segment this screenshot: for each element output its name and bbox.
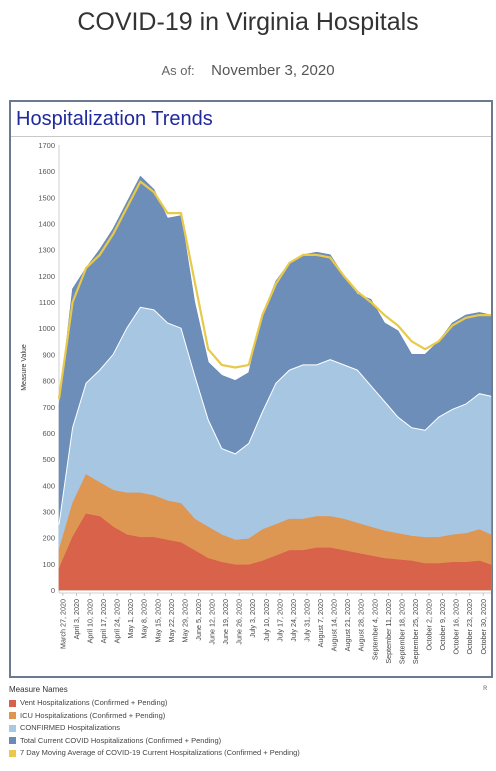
panel-divider [11, 136, 491, 137]
x-tick-label: June 5, 2020 [194, 599, 203, 641]
y-tick-label: 100 [42, 560, 55, 569]
x-tick-label: October 30, 2020 [479, 599, 488, 655]
y-tick-label: 1400 [38, 220, 55, 229]
as-of-row: As of: November 3, 2020 [0, 62, 496, 80]
legend-item[interactable]: Total Current COVID Hospitalizations (Co… [9, 735, 221, 746]
legend-swatch [9, 712, 16, 720]
y-tick-label: 700 [42, 403, 55, 412]
legend-label: Vent Hospitalizations (Confirmed + Pendi… [20, 698, 168, 707]
legend-swatch [9, 699, 16, 707]
y-tick-label: 1700 [38, 141, 55, 150]
x-tick-label: August 7, 2020 [316, 599, 325, 647]
x-tick-label: September 18, 2020 [397, 599, 406, 664]
x-tick-label: October 2, 2020 [425, 599, 434, 651]
x-tick-label: October 16, 2020 [452, 599, 461, 655]
series-outline [58, 306, 492, 525]
y-tick-label: 400 [42, 481, 55, 490]
x-tick-label: July 3, 2020 [248, 599, 257, 638]
x-tick-label: April 10, 2020 [85, 599, 94, 643]
x-tick-label: July 10, 2020 [262, 599, 271, 642]
y-tick-label: 900 [42, 350, 55, 359]
x-tick-label: March 27, 2020 [58, 599, 67, 649]
y-tick-label: 1500 [38, 193, 55, 202]
x-tick-label: October 9, 2020 [438, 599, 447, 651]
x-tick-label: April 3, 2020 [72, 599, 81, 639]
x-tick-label: June 19, 2020 [221, 599, 230, 645]
y-tick-label: 200 [42, 534, 55, 543]
y-tick-label: 600 [42, 429, 55, 438]
legend-swatch [9, 749, 16, 757]
x-tick-label: April 17, 2020 [99, 599, 108, 643]
x-tick-label: June 26, 2020 [235, 599, 244, 645]
y-tick-label: 1000 [38, 324, 55, 333]
y-tick-label: 500 [42, 455, 55, 464]
y-tick-label: 800 [42, 377, 55, 386]
x-tick-label: July 31, 2020 [302, 599, 311, 642]
y-tick-label: 300 [42, 507, 55, 516]
x-tick-label: May 29, 2020 [180, 599, 189, 643]
y-tick-label: 1100 [39, 298, 55, 307]
y-tick-label: 1300 [38, 246, 55, 255]
x-tick-label: May 8, 2020 [140, 599, 149, 639]
legend-item[interactable]: CONFIRMED Hospitalizations [9, 722, 120, 733]
x-tick-label: June 12, 2020 [208, 599, 217, 645]
legend-item[interactable]: Vent Hospitalizations (Confirmed + Pendi… [9, 697, 167, 708]
x-tick-label: August 28, 2020 [357, 599, 366, 651]
legend-item[interactable]: ICU Hospitalizations (Confirmed + Pendin… [9, 710, 165, 721]
x-tick-label: September 25, 2020 [411, 599, 420, 664]
series-outline [58, 175, 492, 407]
panel-title: Hospitalization Trends [16, 108, 213, 130]
x-tick-label: September 4, 2020 [370, 599, 379, 660]
legend-item[interactable]: 7 Day Moving Average of COVID-19 Current… [9, 747, 300, 758]
y-tick-label: 0 [51, 586, 55, 595]
legend-swatch [9, 737, 16, 745]
legend-label: CONFIRMED Hospitalizations [20, 723, 121, 732]
moving-average-line [57, 180, 491, 400]
y-axis-label: Measure Value [21, 344, 28, 391]
as-of-label: As of: [161, 63, 195, 78]
x-tick-label: April 24, 2020 [113, 599, 122, 643]
legend-label: ICU Hospitalizations (Confirmed + Pendin… [20, 710, 166, 720]
x-tick-label: August 21, 2020 [343, 599, 352, 651]
x-tick-label: October 23, 2020 [465, 599, 474, 655]
x-tick-label: August 14, 2020 [330, 599, 339, 651]
series-outline [58, 513, 492, 570]
legend-label: 7 Day Moving Average of COVID-19 Current… [20, 748, 300, 757]
as-of-date: November 3, 2020 [211, 62, 335, 79]
x-tick-label: July 24, 2020 [289, 599, 298, 642]
corner-mark: ʀ [483, 683, 488, 692]
y-tick-label: 1600 [38, 167, 55, 176]
x-tick-label: May 22, 2020 [167, 599, 176, 643]
x-tick-label: September 11, 2020 [384, 599, 393, 664]
y-tick-label: 1200 [38, 272, 55, 281]
legend-title: Measure Names [9, 685, 68, 694]
x-tick-label: May 1, 2020 [126, 599, 135, 639]
legend-swatch [9, 724, 16, 732]
page-title: COVID-19 in Virginia Hospitals [77, 8, 419, 36]
x-tick-label: May 15, 2020 [153, 599, 162, 643]
hospitalization-chart: 0 100 200 300 400 500 600 700 800 900 1000 1100 1200… [21, 141, 492, 664]
series-outline [58, 474, 492, 551]
x-tick-label: July 17, 2020 [275, 599, 284, 642]
legend-label: Total Current COVID Hospitalizations (Co… [20, 735, 222, 745]
